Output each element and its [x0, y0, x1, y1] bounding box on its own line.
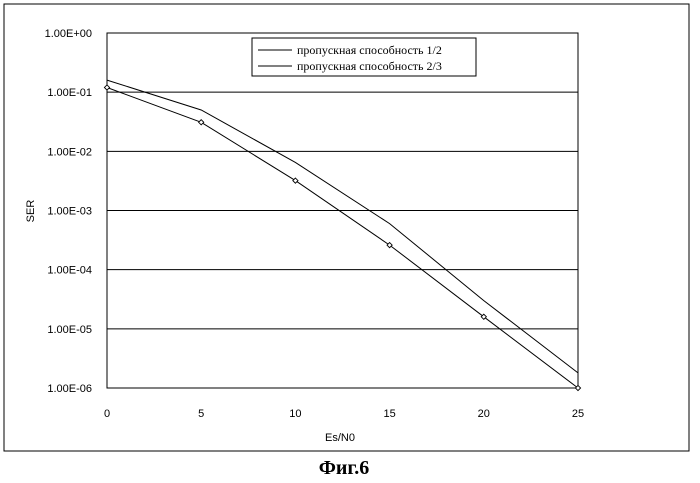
y-tick-label-2: 1.00E-02 — [47, 146, 92, 158]
x-tick-label-2: 10 — [289, 408, 301, 420]
x-tick-label-5: 25 — [572, 408, 584, 420]
x-tick-label-1: 5 — [198, 408, 204, 420]
y-axis-label: SER — [25, 200, 37, 223]
y-tick-label-3: 1.00E-03 — [47, 206, 92, 218]
legend-label-series-2: пропускная способность 2/3 — [297, 59, 442, 73]
y-tick-label-4: 1.00E-04 — [47, 265, 92, 277]
x-tick-label-3: 15 — [383, 408, 395, 420]
legend-label-series-1: пропускная способность 1/2 — [297, 43, 442, 57]
legend: пропускная способность 1/2 пропускная сп… — [252, 38, 476, 76]
x-tick-label-4: 20 — [478, 408, 490, 420]
y-tick-label-1: 1.00E-01 — [47, 87, 92, 99]
y-tick-label-0: 1.00E+00 — [45, 28, 92, 40]
y-tick-label-6: 1.00E-06 — [47, 383, 92, 395]
x-axis-label: Es/N0 — [325, 432, 355, 444]
y-tick-label-5: 1.00E-05 — [47, 324, 92, 336]
x-tick-label-0: 0 — [104, 408, 110, 420]
figure-caption: Фиг.6 — [319, 457, 370, 479]
